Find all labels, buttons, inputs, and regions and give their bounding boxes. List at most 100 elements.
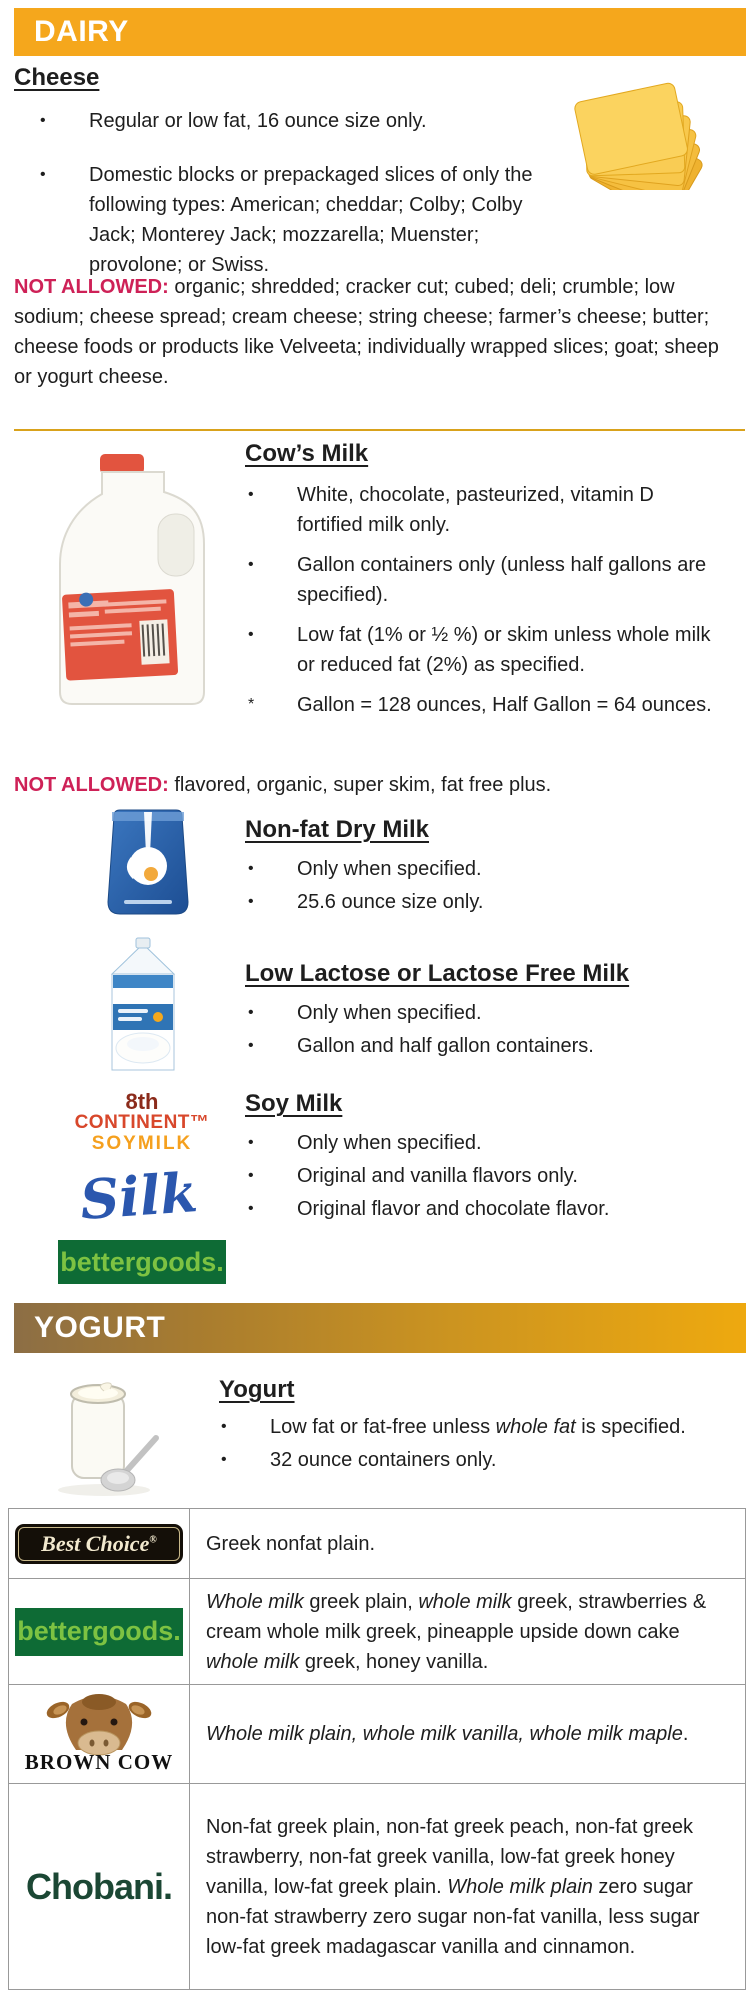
bullet-item: • Low fat (1% or ½ %) or skim unless who… (248, 620, 712, 680)
bullet-item: • Original and vanilla flavors only. (248, 1161, 718, 1191)
bettergoods-logo: bettergoods. (58, 1240, 226, 1284)
cows-milk-bullet-list: • White, chocolate, pasteurized, vitamin… (248, 480, 712, 730)
yogurt-jar-image (44, 1372, 162, 1503)
bullet-text: Only when specified. (297, 1132, 482, 1154)
bullet-marker: • (248, 1134, 254, 1151)
yogurt-title: Yogurt (219, 1376, 295, 1403)
lactose-free-title: Low Lactose or Lactose Free Milk (245, 960, 630, 987)
brand-cell: Best Choice® (9, 1509, 190, 1578)
bullet-item: • Low fat or fat-free unless whole fat i… (221, 1412, 691, 1442)
bullet-marker: • (248, 860, 254, 877)
cows-milk-title: Cow’s Milk (245, 440, 369, 467)
bullet-marker: • (248, 893, 254, 910)
bullet-item: • 25.6 ounce size only. (248, 887, 708, 917)
bullet-marker: • (248, 1037, 254, 1054)
silk-logo-text: Silk (78, 1159, 200, 1233)
bullet-text: Gallon containers only (unless half gall… (297, 554, 707, 606)
bullet-text: Regular or low fat, 16 ounce size only. (89, 110, 427, 132)
bullet-item: • White, chocolate, pasteurized, vitamin… (248, 480, 712, 540)
bullet-text: Original and vanilla flavors only. (297, 1165, 578, 1187)
bullet-item: • Domestic blocks or prepackaged slices … (40, 160, 548, 280)
cow-head-icon (46, 1693, 152, 1755)
cheese-bullet-list: • Regular or low fat, 16 ounce size only… (40, 106, 548, 304)
bettergoods-logo: bettergoods. (15, 1607, 183, 1656)
brown-cow-logo-text: BROWN COW (24, 1749, 174, 1774)
gold-divider (14, 429, 745, 431)
description-cell: Whole milk greek plain, whole milk greek… (190, 1579, 745, 1684)
bullet-text: Domestic blocks or prepackaged slices of… (89, 164, 533, 276)
table-row: bettergoods. Whole milk greek plain, who… (9, 1579, 745, 1685)
bullet-marker: • (248, 1200, 254, 1217)
yogurt-header-label: YOGURT (34, 1311, 166, 1344)
bullet-marker: • (40, 166, 46, 183)
bettergoods-logo-text: bettergoods. (60, 1246, 224, 1277)
bullet-item: • Original flavor and chocolate flavor. (248, 1194, 718, 1224)
bullet-text: Only when specified. (297, 858, 482, 880)
bullet-item: • Gallon and half gallon containers. (248, 1031, 708, 1061)
brown-cow-logo: BROWN COW (24, 1693, 174, 1775)
table-row: BROWN COW Whole milk plain, whole milk v… (9, 1685, 745, 1784)
cheese-title: Cheese (14, 64, 100, 91)
eighth-continent-line2: CONTINENT™ (74, 1111, 210, 1133)
bullet-marker: • (248, 486, 254, 503)
dry-milk-pouch-image (104, 806, 192, 923)
description-text: Greek nonfat plain. (206, 1532, 375, 1555)
yogurt-section-header: YOGURT (14, 1303, 746, 1353)
nonfat-dry-milk-title: Non-fat Dry Milk (245, 816, 430, 843)
best-choice-logo: Best Choice® (15, 1523, 183, 1564)
best-choice-logo-text: Best Choice® (41, 1530, 157, 1556)
not-allowed-text: organic; shredded; cracker cut; cubed; d… (14, 276, 719, 388)
description-text: Whole milk plain, whole milk vanilla, wh… (206, 1723, 689, 1745)
bullet-item: • Only when specified. (248, 1128, 718, 1158)
silk-logo: Silk (71, 1154, 206, 1243)
eighth-continent-line3: SOYMILK (91, 1132, 193, 1154)
soy-milk-bullet-list: • Only when specified. • Original and va… (248, 1128, 718, 1227)
nonfat-dry-milk-bullet-list: • Only when specified. • 25.6 ounce size… (248, 854, 708, 920)
yogurt-brands-table: Best Choice® Greek nonfat plain. betterg… (8, 1508, 746, 1990)
bullet-marker: • (221, 1418, 227, 1435)
bullet-text: 32 ounce containers only. (270, 1449, 497, 1471)
brand-cell: Chobani. (9, 1784, 190, 1989)
table-row: Best Choice® Greek nonfat plain. (9, 1509, 745, 1579)
bullet-item: • Regular or low fat, 16 ounce size only… (40, 106, 548, 136)
bullet-item: • Only when specified. (248, 998, 708, 1028)
bullet-marker: • (248, 1004, 254, 1021)
dairy-header-label: DAIRY (34, 15, 129, 48)
bullet-text: Low fat (1% or ½ %) or skim unless whole… (297, 624, 711, 676)
eighth-continent-logo: 8th CONTINENT™ SOYMILK (72, 1087, 212, 1157)
bullet-text: 25.6 ounce size only. (297, 891, 484, 913)
chobani-logo-text: Chobani. (26, 1865, 173, 1907)
lactose-free-bullet-list: • Only when specified. • Gallon and half… (248, 998, 708, 1064)
bullet-marker: • (248, 556, 254, 573)
milk-gallon-image (42, 452, 212, 719)
bullet-item: • 32 ounce containers only. (221, 1445, 691, 1475)
dairy-section-header: DAIRY (14, 8, 746, 56)
bullet-item: • Gallon containers only (unless half ga… (248, 550, 712, 610)
bullet-marker: • (248, 1167, 254, 1184)
soy-milk-title: Soy Milk (245, 1090, 343, 1117)
description-cell: Non-fat greek plain, non-fat greek peach… (190, 1784, 745, 1989)
not-allowed-label: NOT ALLOWED: (14, 774, 169, 796)
brand-cell: BROWN COW (9, 1685, 190, 1783)
bullet-item: • Only when specified. (248, 854, 708, 884)
chobani-logo: Chobani. (26, 1865, 173, 1908)
milk-not-allowed: NOT ALLOWED: flavored, organic, super sk… (14, 770, 737, 800)
description-text: Non-fat greek plain, non-fat greek peach… (206, 1815, 700, 1958)
not-allowed-label: NOT ALLOWED: (14, 276, 169, 298)
description-cell: Whole milk plain, whole milk vanilla, wh… (190, 1685, 745, 1783)
cheese-not-allowed: NOT ALLOWED: organic; shredded; cracker … (14, 272, 737, 392)
eighth-continent-line1: 8th (125, 1088, 159, 1114)
description-text: Whole milk greek plain, whole milk greek… (206, 1590, 707, 1673)
bullet-marker: • (40, 112, 46, 129)
bullet-marker: • (248, 626, 254, 643)
brand-cell: bettergoods. (9, 1579, 190, 1684)
table-row: Chobani. Non-fat greek plain, non-fat gr… (9, 1784, 745, 1989)
bullet-item: * Gallon = 128 ounces, Half Gallon = 64 … (248, 690, 712, 720)
bullet-marker: • (221, 1451, 227, 1468)
bullet-text: Gallon = 128 ounces, Half Gallon = 64 ou… (297, 694, 712, 716)
lactose-free-carton-image (100, 930, 186, 1081)
description-cell: Greek nonfat plain. (190, 1509, 745, 1578)
bullet-text: Low fat or fat-free unless whole fat is … (270, 1416, 686, 1438)
cheese-slices-image (553, 72, 735, 222)
